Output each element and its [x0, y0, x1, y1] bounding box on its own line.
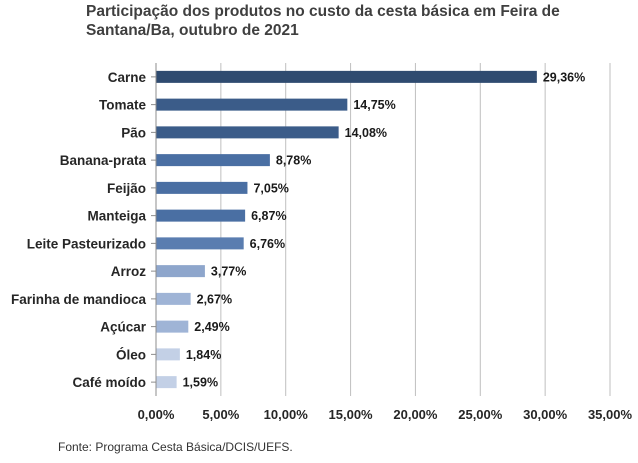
bars — [156, 70, 537, 389]
category-labels: Carne Tomate Pão Banana-prata Feijão Manteiga… — [11, 70, 147, 390]
category-label: Feijão — [107, 181, 146, 196]
category-label: Banana-prata — [60, 153, 147, 168]
category-label: Açúcar — [100, 320, 147, 335]
value-label: 29,36% — [543, 70, 585, 84]
x-tick-label: 0,00% — [138, 407, 175, 422]
bar — [156, 126, 339, 139]
category-label: Tomate — [99, 98, 146, 113]
value-label: 14,75% — [353, 98, 395, 112]
source-note: Fonte: Programa Cesta Básica/DCIS/UEFS. — [58, 440, 293, 454]
bar — [156, 70, 537, 83]
x-tick-label: 25,00% — [458, 407, 503, 422]
bar — [156, 348, 180, 361]
value-label: 1,84% — [186, 348, 221, 362]
x-tick-label: 35,00% — [588, 407, 633, 422]
category-label: Óleo — [116, 347, 146, 362]
value-label: 2,49% — [194, 320, 229, 334]
value-label: 7,05% — [253, 181, 288, 195]
value-label: 6,76% — [250, 237, 285, 251]
bar — [156, 265, 205, 278]
bar — [156, 154, 270, 167]
category-label: Arroz — [111, 264, 147, 279]
value-label: 8,78% — [276, 154, 311, 168]
category-label: Carne — [108, 70, 147, 85]
value-labels: 29,36% 14,75% 14,08% 8,78% 7,05% 6,87% 6,76% 3,… — [183, 70, 586, 389]
category-label: Café moído — [72, 375, 146, 390]
category-label: Farinha de mandioca — [11, 292, 147, 307]
value-label: 1,59% — [183, 376, 218, 390]
category-label: Manteiga — [87, 209, 146, 224]
x-tick-label: 5,00% — [202, 407, 239, 422]
gridlines — [155, 63, 611, 396]
bar — [156, 292, 191, 305]
value-label: 14,08% — [345, 126, 387, 140]
category-label: Leite Pasteurizado — [27, 236, 146, 251]
bar — [156, 209, 246, 222]
bar — [156, 237, 244, 250]
value-label: 6,87% — [251, 209, 286, 223]
bar — [156, 376, 177, 389]
x-tick-label: 10,00% — [264, 407, 309, 422]
category-label: Pão — [121, 125, 146, 140]
x-tick-label: 30,00% — [523, 407, 568, 422]
x-tick-label: 15,00% — [329, 407, 374, 422]
bar — [156, 98, 348, 111]
bar — [156, 181, 248, 194]
value-label: 3,77% — [211, 265, 246, 279]
x-axis: 0,00% 5,00% 10,00% 15,00% 20,00% 25,00% 30,00%… — [138, 63, 633, 422]
chart-title: Participação dos produtos no custo da ce… — [86, 3, 560, 39]
value-label: 2,67% — [197, 292, 232, 306]
x-tick-label: 20,00% — [393, 407, 438, 422]
bar — [156, 320, 189, 333]
